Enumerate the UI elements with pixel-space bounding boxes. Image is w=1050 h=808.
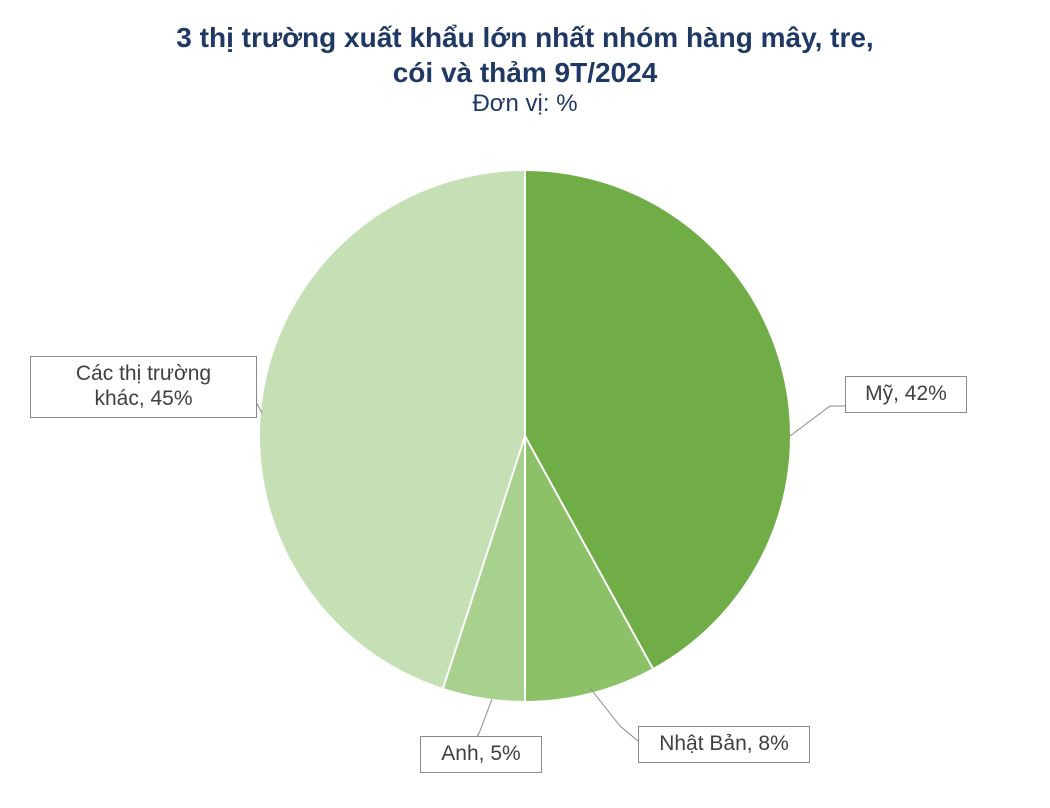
pie-chart: Mỹ, 42% Nhật Bản, 8% Anh, 5% Các thị trường… <box>0 126 1050 808</box>
title-block: 3 thị trường xuất khẩu lớn nhất nhóm hàn… <box>0 0 1050 118</box>
chart-subtitle: Đơn vị: % <box>0 90 1050 118</box>
slice-label-nhật-bản: Nhật Bản, 8% <box>638 726 810 763</box>
chart-title-line2: cói và thảm 9T/2024 <box>0 55 1050 90</box>
leader-line <box>590 688 638 741</box>
chart-container: 3 thị trường xuất khẩu lớn nhất nhóm hàn… <box>0 0 1050 808</box>
chart-title-line1: 3 thị trường xuất khẩu lớn nhất nhóm hàn… <box>0 20 1050 55</box>
leader-line <box>790 406 845 436</box>
slice-label-mỹ: Mỹ, 42% <box>845 376 967 413</box>
slice-label-anh: Anh, 5% <box>420 736 542 773</box>
slice-label-các-thị-trường-khác: Các thị trườngkhác, 45% <box>30 356 257 418</box>
pie-svg <box>0 126 1050 786</box>
